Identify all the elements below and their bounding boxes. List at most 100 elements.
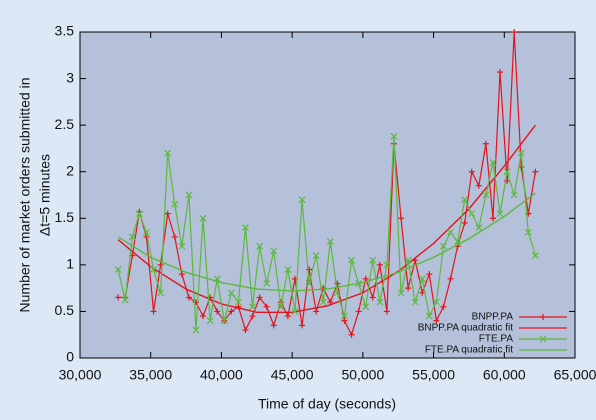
- point-marker: [369, 256, 377, 264]
- point-marker: [398, 215, 405, 222]
- legend-marker: [539, 335, 547, 343]
- point-marker: [419, 289, 426, 296]
- point-marker: [405, 285, 412, 292]
- point-marker: [510, 191, 518, 199]
- point-marker: [220, 317, 228, 325]
- point-marker: [249, 313, 256, 320]
- plot-area: [80, 32, 575, 358]
- point-marker: [192, 326, 200, 334]
- point-marker: [503, 168, 511, 176]
- y-tick-label: 0.5: [55, 302, 75, 318]
- y-tick-label: 3: [66, 69, 74, 85]
- point-marker: [235, 303, 242, 310]
- point-marker: [121, 296, 129, 304]
- legend-marker: [540, 314, 546, 320]
- point-marker: [115, 294, 122, 301]
- point-marker: [319, 298, 327, 306]
- legend-label: FTE.PA: [479, 334, 514, 345]
- point-marker: [214, 308, 221, 315]
- point-marker: [128, 233, 136, 241]
- point-marker: [298, 196, 306, 204]
- series-line: [117, 192, 536, 292]
- legend-label: FTE.PA quadratic fit: [425, 345, 513, 356]
- x-tick-label: 40,000: [200, 367, 243, 383]
- point-marker: [313, 308, 320, 315]
- point-marker: [206, 317, 214, 325]
- legend-label: BNPP.PA: [472, 312, 514, 323]
- point-marker: [383, 261, 391, 269]
- point-marker: [263, 303, 270, 310]
- point-marker: [489, 158, 497, 166]
- point-marker: [341, 312, 348, 320]
- point-marker: [475, 182, 482, 189]
- point-marker: [482, 191, 490, 199]
- point-marker: [404, 256, 412, 264]
- point-marker: [468, 168, 475, 175]
- point-marker: [227, 289, 235, 297]
- point-marker: [432, 298, 440, 306]
- point-marker: [277, 303, 285, 311]
- point-marker: [447, 275, 454, 282]
- point-marker: [468, 210, 476, 218]
- point-marker: [397, 289, 405, 297]
- point-marker: [425, 312, 433, 320]
- plot-border: [79, 31, 576, 359]
- point-marker: [150, 266, 157, 273]
- point-marker: [348, 331, 355, 338]
- point-marker: [334, 280, 341, 287]
- point-marker: [135, 210, 143, 218]
- y-tick-label: 1: [66, 256, 74, 272]
- point-marker: [256, 294, 263, 301]
- series-line: [117, 136, 536, 331]
- y-tick-label: 1.5: [55, 209, 75, 225]
- point-marker: [433, 317, 440, 324]
- point-marker: [475, 224, 483, 232]
- point-marker: [284, 266, 292, 273]
- point-marker: [362, 275, 369, 282]
- point-marker: [242, 224, 249, 232]
- point-marker: [532, 168, 539, 175]
- point-marker: [114, 266, 122, 273]
- point-marker: [228, 308, 235, 315]
- point-marker: [178, 271, 185, 278]
- x-axis-label: Time of day (seconds): [258, 396, 396, 412]
- point-marker: [440, 242, 447, 250]
- point-marker: [284, 313, 291, 320]
- point-marker: [164, 149, 172, 157]
- point-marker: [291, 308, 299, 315]
- point-marker: [263, 280, 271, 287]
- point-marker: [256, 242, 264, 250]
- point-marker: [270, 247, 278, 255]
- point-marker: [143, 228, 150, 236]
- point-marker: [242, 327, 249, 334]
- point-marker: [482, 140, 489, 147]
- point-marker: [200, 313, 207, 320]
- y-axis-label: Δt=5 minutes: [37, 154, 53, 236]
- y-tick-label: 0: [66, 349, 74, 365]
- point-marker: [157, 289, 165, 297]
- y-tick-label: 2: [66, 162, 74, 178]
- point-marker: [418, 275, 426, 283]
- point-marker: [348, 256, 355, 264]
- point-marker: [517, 149, 525, 157]
- point-marker: [164, 210, 171, 217]
- point-marker: [496, 210, 504, 218]
- point-marker: [355, 308, 362, 315]
- x-tick-label: 30,000: [59, 367, 102, 383]
- point-marker: [376, 261, 383, 268]
- point-marker: [511, 29, 518, 35]
- point-marker: [171, 200, 179, 208]
- point-marker: [411, 298, 419, 306]
- point-marker: [199, 214, 207, 222]
- point-marker: [461, 196, 469, 204]
- legend-label: BNPP.PA quadratic fit: [418, 323, 513, 334]
- x-tick-label: 45,000: [271, 367, 314, 383]
- point-marker: [185, 191, 193, 199]
- point-marker: [489, 215, 496, 222]
- point-marker: [390, 132, 398, 140]
- point-marker: [383, 308, 390, 315]
- y-axis-label: Number of market orders submitted in: [17, 78, 33, 313]
- point-marker: [150, 308, 157, 315]
- point-marker: [447, 228, 454, 236]
